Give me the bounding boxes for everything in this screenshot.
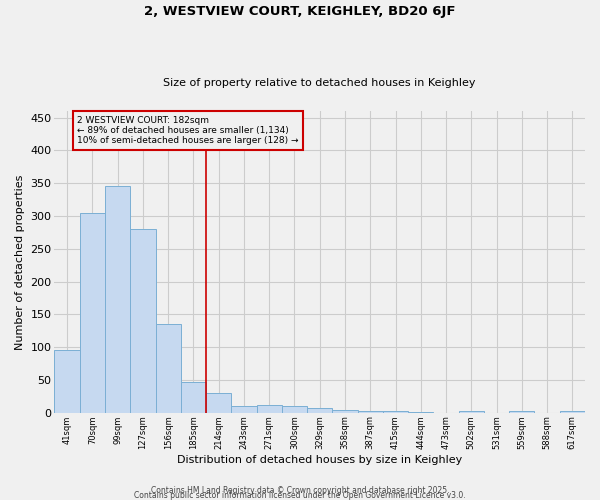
Bar [332, 410, 358, 412]
Bar [130, 229, 155, 412]
Bar [80, 212, 105, 412]
Bar [257, 405, 282, 412]
Y-axis label: Number of detached properties: Number of detached properties [15, 174, 25, 350]
Text: Contains public sector information licensed under the Open Government Licence v3: Contains public sector information licen… [134, 491, 466, 500]
Title: Size of property relative to detached houses in Keighley: Size of property relative to detached ho… [163, 78, 476, 88]
Bar [181, 382, 206, 412]
X-axis label: Distribution of detached houses by size in Keighley: Distribution of detached houses by size … [177, 455, 463, 465]
Text: 2 WESTVIEW COURT: 182sqm
← 89% of detached houses are smaller (1,134)
10% of sem: 2 WESTVIEW COURT: 182sqm ← 89% of detach… [77, 116, 299, 146]
Bar [307, 408, 332, 412]
Bar [105, 186, 130, 412]
Bar [358, 410, 383, 412]
Bar [509, 410, 535, 412]
Bar [206, 393, 232, 412]
Bar [55, 350, 80, 412]
Text: 2, WESTVIEW COURT, KEIGHLEY, BD20 6JF: 2, WESTVIEW COURT, KEIGHLEY, BD20 6JF [144, 5, 456, 18]
Bar [232, 406, 257, 412]
Bar [282, 406, 307, 412]
Bar [560, 410, 585, 412]
Text: Contains HM Land Registry data © Crown copyright and database right 2025.: Contains HM Land Registry data © Crown c… [151, 486, 449, 495]
Bar [155, 324, 181, 412]
